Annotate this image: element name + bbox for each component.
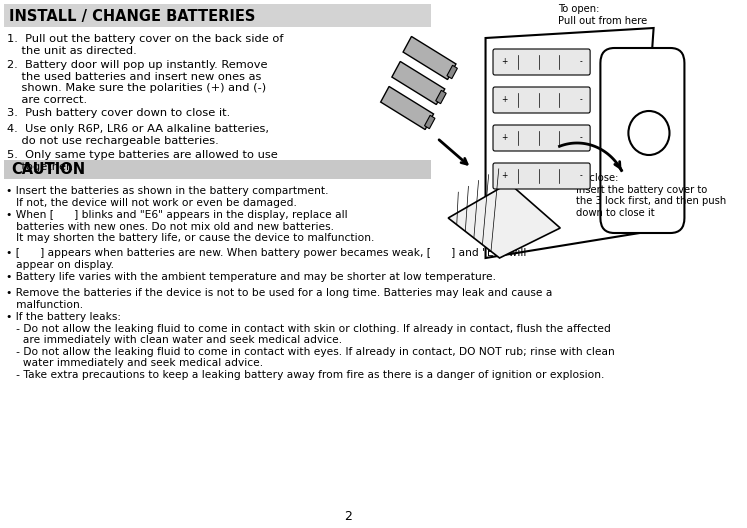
Polygon shape — [381, 87, 433, 129]
Polygon shape — [403, 36, 456, 80]
Text: -: - — [580, 172, 583, 181]
FancyBboxPatch shape — [601, 48, 684, 233]
Text: • Remove the batteries if the device is not to be used for a long time. Batterie: • Remove the batteries if the device is … — [5, 288, 552, 309]
Text: 4.  Use only R6P, LR6 or AA alkaline batteries,
    do not use rechargeable batt: 4. Use only R6P, LR6 or AA alkaline batt… — [7, 124, 270, 146]
Text: +: + — [501, 58, 508, 67]
Text: -: - — [580, 96, 583, 105]
Text: • Battery life varies with the ambient temperature and may be shorter at low tem: • Battery life varies with the ambient t… — [5, 272, 495, 282]
Circle shape — [628, 111, 669, 155]
Polygon shape — [424, 115, 435, 129]
Polygon shape — [486, 28, 654, 258]
FancyBboxPatch shape — [493, 125, 590, 151]
Text: • When [      ] blinks and "E6" appears in the display, replace all
   batteries: • When [ ] blinks and "E6" appears in th… — [5, 210, 374, 243]
Text: 3.  Push battery cover down to close it.: 3. Push battery cover down to close it. — [7, 108, 231, 118]
FancyBboxPatch shape — [493, 87, 590, 113]
Text: • If the battery leaks:
   - Do not allow the leaking fluid to come in contact w: • If the battery leaks: - Do not allow t… — [5, 312, 614, 380]
Polygon shape — [392, 61, 444, 105]
Text: +: + — [501, 134, 508, 143]
Text: 2: 2 — [344, 510, 353, 523]
Text: • [      ] appears when batteries are new. When battery power becames weak, [   : • [ ] appears when batteries are new. Wh… — [5, 248, 526, 270]
Bar — [4, 160, 431, 179]
Text: +: + — [501, 172, 508, 181]
Text: To open:
Pull out from here: To open: Pull out from here — [558, 4, 648, 25]
Text: 5.  Only same type batteries are allowed to use
    together.: 5. Only same type batteries are allowed … — [7, 150, 278, 172]
Text: INSTALL / CHANGE BATTERIES: INSTALL / CHANGE BATTERIES — [9, 8, 255, 24]
Text: 2.  Battery door will pop up instantly. Remove
    the used batteries and insert: 2. Battery door will pop up instantly. R… — [7, 60, 268, 105]
FancyBboxPatch shape — [493, 49, 590, 75]
Text: To close:
Insert the battery cover to
the 3 lock first, and then push
down to cl: To close: Insert the battery cover to th… — [576, 173, 726, 218]
Text: • Insert the batteries as shown in the battery compartment.
   If not, the devic: • Insert the batteries as shown in the b… — [5, 186, 328, 208]
Bar — [4, 4, 431, 27]
Polygon shape — [448, 183, 560, 258]
Polygon shape — [447, 65, 457, 79]
Polygon shape — [436, 90, 446, 103]
Text: +: + — [501, 96, 508, 105]
Text: -: - — [580, 58, 583, 67]
FancyBboxPatch shape — [493, 163, 590, 189]
Text: CAUTION: CAUTION — [11, 162, 85, 177]
Text: -: - — [580, 134, 583, 143]
Text: 1.  Pull out the battery cover on the back side of
    the unit as directed.: 1. Pull out the battery cover on the bac… — [7, 34, 284, 55]
